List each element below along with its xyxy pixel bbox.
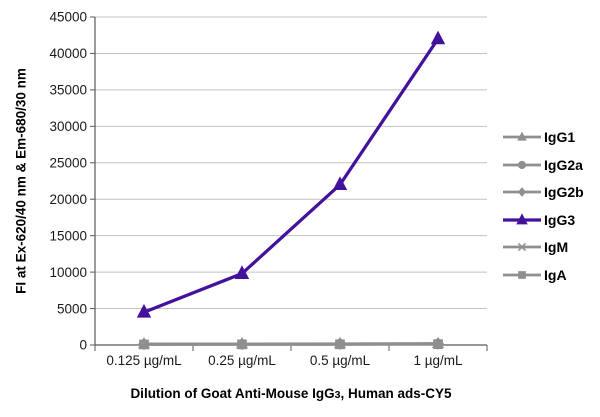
legend-item-igg1: IgG1 (502, 127, 584, 147)
x-tick-label: 0.25 µg/mL (208, 353, 276, 368)
legend-item-igm: IgM (502, 237, 584, 257)
square-marker-icon (237, 339, 247, 350)
y-tick-label: 15000 (49, 228, 87, 243)
x-axis-title-suffix: , Human ads-CY5 (340, 386, 452, 401)
x-tick-label: 0.5 µg/mL (310, 353, 371, 368)
legend-label-igg1: IgG1 (544, 129, 576, 145)
triangle-marker-icon (430, 30, 446, 45)
gridlines (95, 16, 487, 310)
y-tick-label: 35000 (49, 83, 87, 98)
square-marker-icon (139, 339, 149, 350)
diamond-marker-icon (503, 187, 541, 197)
diamond-marker-icon (517, 187, 527, 197)
x-axis-title: Dilution of Goat Anti-Mouse IgG3, Human … (95, 386, 487, 401)
legend-item-igg2a: IgG2a (502, 155, 584, 175)
legend-item-igg2b: IgG2b (502, 182, 584, 202)
y-tick-label: 40000 (49, 46, 87, 61)
triangle-marker-icon (136, 303, 152, 318)
legend-item-igg3: IgG3 (502, 210, 584, 230)
triangle-marker-icon (517, 131, 527, 141)
legend: IgG1 IgG2a IgG2b IgG3 IgM IgA (502, 127, 584, 285)
series-line (142, 37, 440, 314)
legend-label-iga: IgA (544, 266, 567, 283)
y-tick-label: 0 (79, 338, 87, 353)
triangle-marker-icon (332, 176, 348, 191)
y-tick-label: 20000 (49, 192, 87, 207)
legend-label-igg3: IgG3 (544, 211, 576, 228)
x-tick-label: 1 µg/mL (413, 353, 463, 368)
x-axis-title-prefix: Dilution of Goat Anti-Mouse IgG (130, 386, 335, 401)
legend-item-iga: IgA (502, 265, 584, 285)
triangle-marker-icon (503, 212, 541, 224)
y-tick-label: 45000 (49, 10, 87, 25)
square-marker-icon (503, 270, 541, 279)
triangle-marker-icon (516, 212, 528, 224)
x-axis-title-subscript: 3 (334, 389, 341, 401)
triangle-marker-icon (503, 131, 541, 141)
y-axis-title: FI at Ex-620/40 nm & Em-680/30 nm (13, 68, 29, 294)
x-tick-label: 0.125 µg/mL (106, 353, 182, 368)
triangle-marker-icon (234, 265, 250, 279)
star-marker-icon (517, 242, 527, 252)
y-axis: 0 5000 10000 15000 20000 25000 30000 35000 40000… (49, 10, 96, 353)
y-tick-label: 25000 (49, 156, 87, 171)
legend-label-igm: IgM (544, 239, 569, 255)
circle-marker-icon (517, 160, 527, 169)
square-marker-icon (433, 339, 443, 349)
star-marker-icon (503, 242, 541, 252)
series-IgA (139, 339, 443, 350)
legend-label-igg2b: IgG2b (544, 184, 584, 200)
legend-label-igg2a: IgG2a (544, 156, 583, 173)
square-marker-icon (518, 270, 526, 279)
circle-marker-icon (503, 160, 541, 169)
x-axis: 0.125 µg/mL 0.25 µg/mL 0.5 µg/mL 1 µg/mL (94, 344, 488, 368)
square-marker-icon (335, 339, 345, 350)
series-IgG3 (136, 30, 446, 318)
y-tick-label: 30000 (49, 119, 87, 134)
y-tick-label: 5000 (57, 301, 87, 316)
y-tick-label: 10000 (49, 265, 87, 280)
